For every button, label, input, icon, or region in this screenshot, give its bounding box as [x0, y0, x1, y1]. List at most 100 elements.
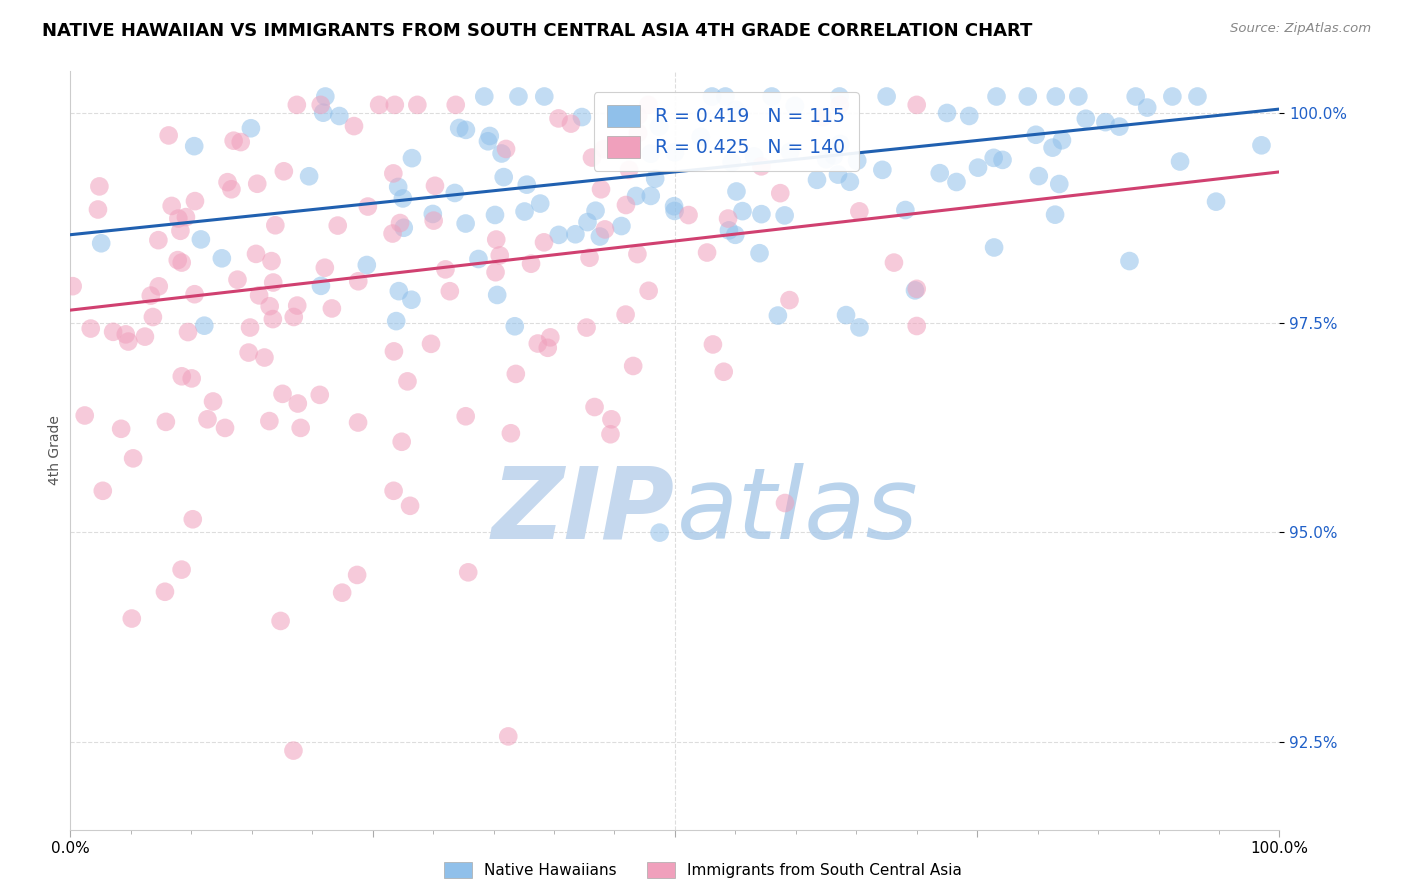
Point: [905, 282, 928, 296]
Point: [1025, 128, 1047, 142]
Point: [170, 255, 193, 269]
Point: [406, 98, 429, 112]
Point: [644, 171, 666, 186]
Point: [848, 320, 870, 334]
Point: [139, 288, 162, 302]
Point: [110, 422, 132, 436]
Point: [779, 145, 801, 159]
Point: [454, 217, 477, 231]
Point: [262, 276, 284, 290]
Point: [731, 204, 754, 219]
Point: [742, 149, 765, 163]
Point: [589, 229, 612, 244]
Point: [343, 119, 366, 133]
Point: [904, 284, 927, 298]
Point: [309, 278, 332, 293]
Point: [401, 293, 423, 307]
Point: [702, 337, 724, 351]
Point: [689, 129, 711, 144]
Point: [91, 483, 114, 498]
Point: [478, 128, 501, 143]
Point: [533, 235, 555, 250]
Point: [264, 219, 287, 233]
Point: [346, 568, 368, 582]
Point: [239, 320, 262, 334]
Point: [169, 224, 191, 238]
Point: [155, 415, 177, 429]
Point: [505, 367, 527, 381]
Point: [811, 110, 834, 124]
Point: [610, 219, 633, 233]
Point: [190, 232, 212, 246]
Point: [221, 182, 243, 196]
Point: [285, 98, 308, 112]
Point: [624, 189, 647, 203]
Point: [1050, 133, 1073, 147]
Point: [422, 213, 444, 227]
Point: [1094, 115, 1116, 129]
Point: [823, 148, 845, 162]
Point: [309, 98, 332, 112]
Point: [454, 123, 477, 137]
Point: [547, 112, 569, 126]
Legend: R = 0.419   N = 115, R = 0.425   N = 140: R = 0.419 N = 115, R = 0.425 N = 140: [593, 92, 859, 171]
Point: [815, 152, 838, 166]
Point: [1042, 141, 1064, 155]
Point: [326, 219, 349, 233]
Point: [177, 325, 200, 339]
Point: [193, 318, 215, 333]
Point: [181, 512, 204, 526]
Point: [183, 287, 205, 301]
Point: [1205, 194, 1227, 209]
Point: [238, 345, 260, 359]
Point: [529, 196, 551, 211]
Point: [259, 414, 281, 428]
Point: [983, 240, 1005, 254]
Point: [290, 421, 312, 435]
Point: [484, 208, 506, 222]
Point: [443, 186, 465, 200]
Point: [160, 199, 183, 213]
Point: [392, 220, 415, 235]
Point: [779, 293, 801, 307]
Point: [423, 178, 446, 193]
Point: [321, 301, 343, 316]
Point: [627, 126, 650, 140]
Point: [385, 314, 408, 328]
Point: [134, 329, 156, 343]
Point: [347, 416, 370, 430]
Point: [700, 89, 723, 103]
Point: [614, 308, 637, 322]
Point: [492, 170, 515, 185]
Point: [382, 166, 405, 180]
Point: [157, 128, 180, 143]
Point: [957, 109, 980, 123]
Point: [222, 134, 245, 148]
Point: [637, 98, 659, 112]
Point: [328, 109, 350, 123]
Point: [945, 175, 967, 189]
Point: [724, 227, 747, 242]
Point: [434, 262, 457, 277]
Point: [537, 341, 560, 355]
Point: [983, 151, 1005, 165]
Point: [285, 299, 308, 313]
Point: [838, 175, 860, 189]
Point: [696, 245, 718, 260]
Point: [648, 525, 671, 540]
Point: [389, 216, 412, 230]
Point: [121, 611, 143, 625]
Point: [454, 409, 477, 424]
Point: [312, 105, 335, 120]
Point: [648, 120, 671, 134]
Point: [575, 320, 598, 334]
Text: Source: ZipAtlas.com: Source: ZipAtlas.com: [1230, 22, 1371, 36]
Point: [526, 336, 548, 351]
Point: [148, 279, 170, 293]
Point: [90, 236, 112, 251]
Y-axis label: 4th Grade: 4th Grade: [48, 416, 62, 485]
Point: [1067, 89, 1090, 103]
Point: [589, 182, 612, 196]
Point: [516, 178, 538, 192]
Point: [835, 308, 858, 322]
